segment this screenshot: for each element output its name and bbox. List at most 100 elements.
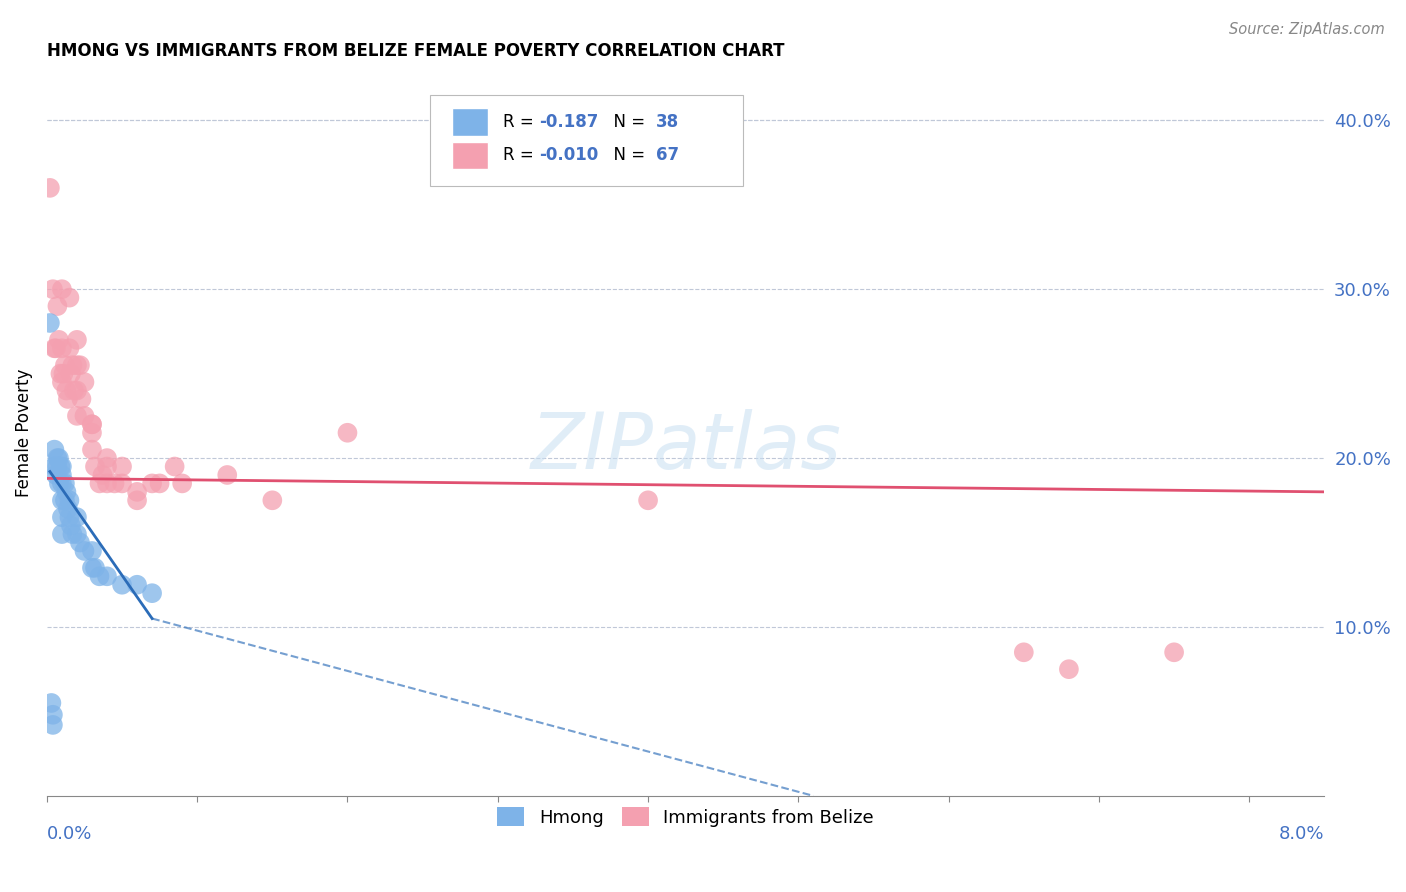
Point	[103, 476, 125, 491]
Point	[66, 527, 89, 541]
Point	[163, 459, 186, 474]
Text: Source: ZipAtlas.com: Source: ZipAtlas.com	[1229, 22, 1385, 37]
Point	[59, 518, 82, 533]
Point	[73, 409, 96, 423]
Point	[46, 459, 69, 474]
Text: ZIPatlas: ZIPatlas	[530, 409, 841, 485]
Text: 8.0%: 8.0%	[1279, 825, 1324, 843]
Point	[45, 467, 67, 482]
Point	[262, 493, 284, 508]
Text: HMONG VS IMMIGRANTS FROM BELIZE FEMALE POVERTY CORRELATION CHART: HMONG VS IMMIGRANTS FROM BELIZE FEMALE P…	[46, 42, 785, 60]
Point	[66, 409, 89, 423]
Text: N =: N =	[603, 113, 650, 131]
Point	[1163, 645, 1185, 659]
Point	[51, 467, 73, 482]
Point	[51, 527, 73, 541]
Point	[84, 561, 107, 575]
Point	[111, 459, 134, 474]
Point	[56, 392, 79, 406]
Point	[73, 375, 96, 389]
Point	[38, 316, 60, 330]
Point	[80, 425, 103, 440]
Point	[59, 367, 82, 381]
Point	[69, 535, 91, 549]
Point	[53, 493, 76, 508]
Point	[51, 375, 73, 389]
Point	[45, 341, 67, 355]
Point	[58, 291, 80, 305]
Point	[44, 341, 66, 355]
Point	[48, 333, 70, 347]
Point	[48, 476, 70, 491]
Point	[42, 718, 65, 732]
Point	[111, 476, 134, 491]
Point	[69, 358, 91, 372]
Point	[1012, 645, 1035, 659]
Point	[96, 459, 118, 474]
Point	[38, 181, 60, 195]
Point	[51, 476, 73, 491]
Point	[80, 417, 103, 432]
Point	[46, 451, 69, 466]
Point	[51, 282, 73, 296]
Point	[42, 707, 65, 722]
Point	[46, 299, 69, 313]
Legend: Hmong, Immigrants from Belize: Hmong, Immigrants from Belize	[491, 800, 882, 834]
Text: -0.010: -0.010	[538, 146, 598, 164]
Point	[80, 544, 103, 558]
Point	[172, 476, 194, 491]
Text: N =: N =	[603, 146, 650, 164]
Point	[58, 510, 80, 524]
Point	[66, 333, 89, 347]
Point	[125, 578, 148, 592]
Point	[141, 476, 163, 491]
Point	[41, 696, 63, 710]
Point	[48, 451, 70, 466]
Point	[51, 459, 73, 474]
Point	[1057, 662, 1080, 676]
Point	[217, 467, 239, 482]
FancyBboxPatch shape	[451, 142, 488, 169]
Point	[84, 459, 107, 474]
Point	[42, 282, 65, 296]
Point	[52, 367, 75, 381]
Point	[49, 459, 72, 474]
Point	[96, 569, 118, 583]
Point	[89, 569, 111, 583]
Point	[80, 561, 103, 575]
Y-axis label: Female Poverty: Female Poverty	[15, 368, 32, 497]
Point	[80, 417, 103, 432]
Point	[89, 476, 111, 491]
Text: R =: R =	[503, 113, 538, 131]
Point	[125, 484, 148, 499]
Point	[55, 384, 77, 398]
Point	[55, 484, 77, 499]
Point	[58, 493, 80, 508]
Point	[66, 510, 89, 524]
Point	[80, 442, 103, 457]
Point	[62, 358, 84, 372]
Point	[44, 459, 66, 474]
Point	[637, 493, 659, 508]
Point	[62, 527, 84, 541]
Point	[51, 510, 73, 524]
Text: 67: 67	[657, 146, 679, 164]
Point	[53, 358, 76, 372]
Point	[141, 586, 163, 600]
Point	[51, 493, 73, 508]
Point	[336, 425, 359, 440]
Point	[49, 367, 72, 381]
Point	[66, 384, 89, 398]
Point	[111, 578, 134, 592]
Text: 0.0%: 0.0%	[46, 825, 93, 843]
Point	[44, 442, 66, 457]
FancyBboxPatch shape	[451, 108, 488, 136]
Point	[96, 451, 118, 466]
FancyBboxPatch shape	[430, 95, 744, 186]
Point	[66, 358, 89, 372]
Point	[125, 493, 148, 508]
Text: 38: 38	[657, 113, 679, 131]
Point	[70, 392, 93, 406]
Point	[96, 476, 118, 491]
Point	[51, 341, 73, 355]
